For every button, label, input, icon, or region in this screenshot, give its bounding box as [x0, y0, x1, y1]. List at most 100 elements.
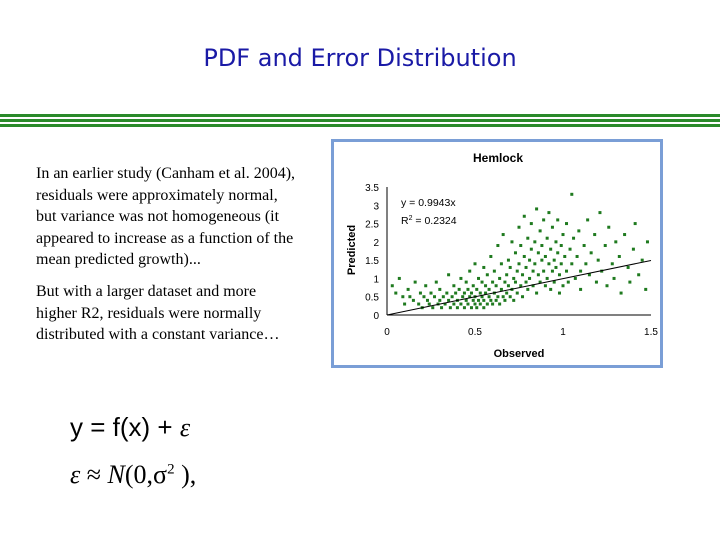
- data-point: [427, 302, 431, 306]
- data-point: [466, 287, 470, 291]
- y-tick-label: 0.5: [365, 293, 379, 304]
- data-point: [447, 298, 451, 302]
- data-point: [508, 295, 512, 299]
- data-point: [480, 295, 484, 299]
- data-point: [550, 269, 554, 273]
- data-point: [447, 273, 451, 277]
- data-point: [557, 273, 561, 277]
- data-point: [619, 291, 623, 295]
- equation-error-exponent: 2: [167, 461, 175, 478]
- data-point: [536, 251, 540, 255]
- data-point: [586, 218, 590, 222]
- data-point: [531, 269, 535, 273]
- data-point: [529, 247, 533, 251]
- data-point: [438, 298, 442, 302]
- data-point: [466, 302, 470, 306]
- data-point: [501, 295, 505, 299]
- data-point: [545, 276, 549, 280]
- data-point: [473, 262, 477, 266]
- data-point: [552, 258, 556, 262]
- data-point: [561, 233, 565, 237]
- data-point: [462, 306, 466, 310]
- data-point: [459, 276, 463, 280]
- data-point: [482, 265, 486, 269]
- data-point: [542, 218, 546, 222]
- data-point: [515, 291, 519, 295]
- data-point: [471, 284, 475, 288]
- data-point: [498, 302, 502, 306]
- data-point: [644, 287, 648, 291]
- equation-error-epsilon: ε: [70, 460, 81, 489]
- equation-model: y = f(x) + ε: [70, 412, 190, 443]
- data-point: [531, 284, 535, 288]
- data-point: [538, 280, 542, 284]
- data-point: [568, 247, 572, 251]
- data-point: [536, 273, 540, 277]
- data-point: [561, 284, 565, 288]
- data-point: [482, 298, 486, 302]
- data-point: [559, 262, 563, 266]
- data-point: [542, 269, 546, 273]
- data-point: [487, 295, 491, 299]
- data-point: [633, 222, 637, 226]
- equation-model-lhs: y = f(x) +: [70, 412, 180, 442]
- data-point: [473, 302, 477, 306]
- data-point: [543, 254, 547, 258]
- equation-error-approx: ≈: [80, 460, 108, 489]
- chart-title: Hemlock: [473, 151, 523, 165]
- data-point: [626, 265, 630, 269]
- divider-line-middle: [0, 119, 720, 122]
- data-point: [496, 244, 500, 248]
- data-point: [645, 240, 649, 244]
- data-point: [508, 265, 512, 269]
- data-point: [494, 298, 498, 302]
- equation-model-epsilon: ε: [179, 413, 191, 442]
- data-point: [478, 302, 482, 306]
- data-point: [482, 306, 486, 310]
- r-squared-value: = 0.2324: [413, 215, 457, 227]
- data-point: [540, 244, 544, 248]
- data-point: [554, 265, 558, 269]
- y-tick-label: 1: [373, 274, 379, 285]
- equation-error-normal: N: [107, 460, 125, 489]
- data-point: [390, 284, 394, 288]
- data-point: [565, 222, 569, 226]
- data-point: [584, 262, 588, 266]
- data-point: [579, 287, 583, 291]
- data-point: [455, 306, 459, 310]
- data-point: [394, 291, 398, 295]
- y-tick-label: 1.5: [365, 256, 379, 267]
- data-point: [431, 306, 435, 310]
- trendline: [386, 259, 652, 316]
- x-tick-label: 1: [560, 327, 566, 338]
- data-point: [477, 276, 481, 280]
- data-point: [413, 280, 417, 284]
- data-point: [461, 295, 465, 299]
- data-point: [424, 284, 428, 288]
- data-point: [526, 236, 530, 240]
- data-point: [519, 284, 523, 288]
- data-point: [524, 280, 528, 284]
- y-axis-label: Predicted: [346, 225, 358, 275]
- data-point: [529, 222, 533, 226]
- y-tick-label: 2: [373, 238, 379, 249]
- data-point: [563, 254, 567, 258]
- y-tick-label: 0: [373, 311, 379, 322]
- data-point: [631, 247, 635, 251]
- data-point: [610, 262, 614, 266]
- data-point: [440, 306, 444, 310]
- data-point: [607, 225, 611, 229]
- data-point: [552, 280, 556, 284]
- data-point: [579, 269, 583, 273]
- data-point: [572, 236, 576, 240]
- data-point: [573, 276, 577, 280]
- chart-border: [331, 139, 663, 368]
- data-point: [570, 262, 574, 266]
- data-point: [533, 262, 537, 266]
- data-point: [535, 291, 539, 295]
- data-point: [510, 240, 514, 244]
- equation-error-close: ),: [174, 460, 197, 489]
- data-point: [401, 295, 405, 299]
- data-point: [513, 251, 517, 255]
- y-tick-label: 2.5: [365, 220, 379, 231]
